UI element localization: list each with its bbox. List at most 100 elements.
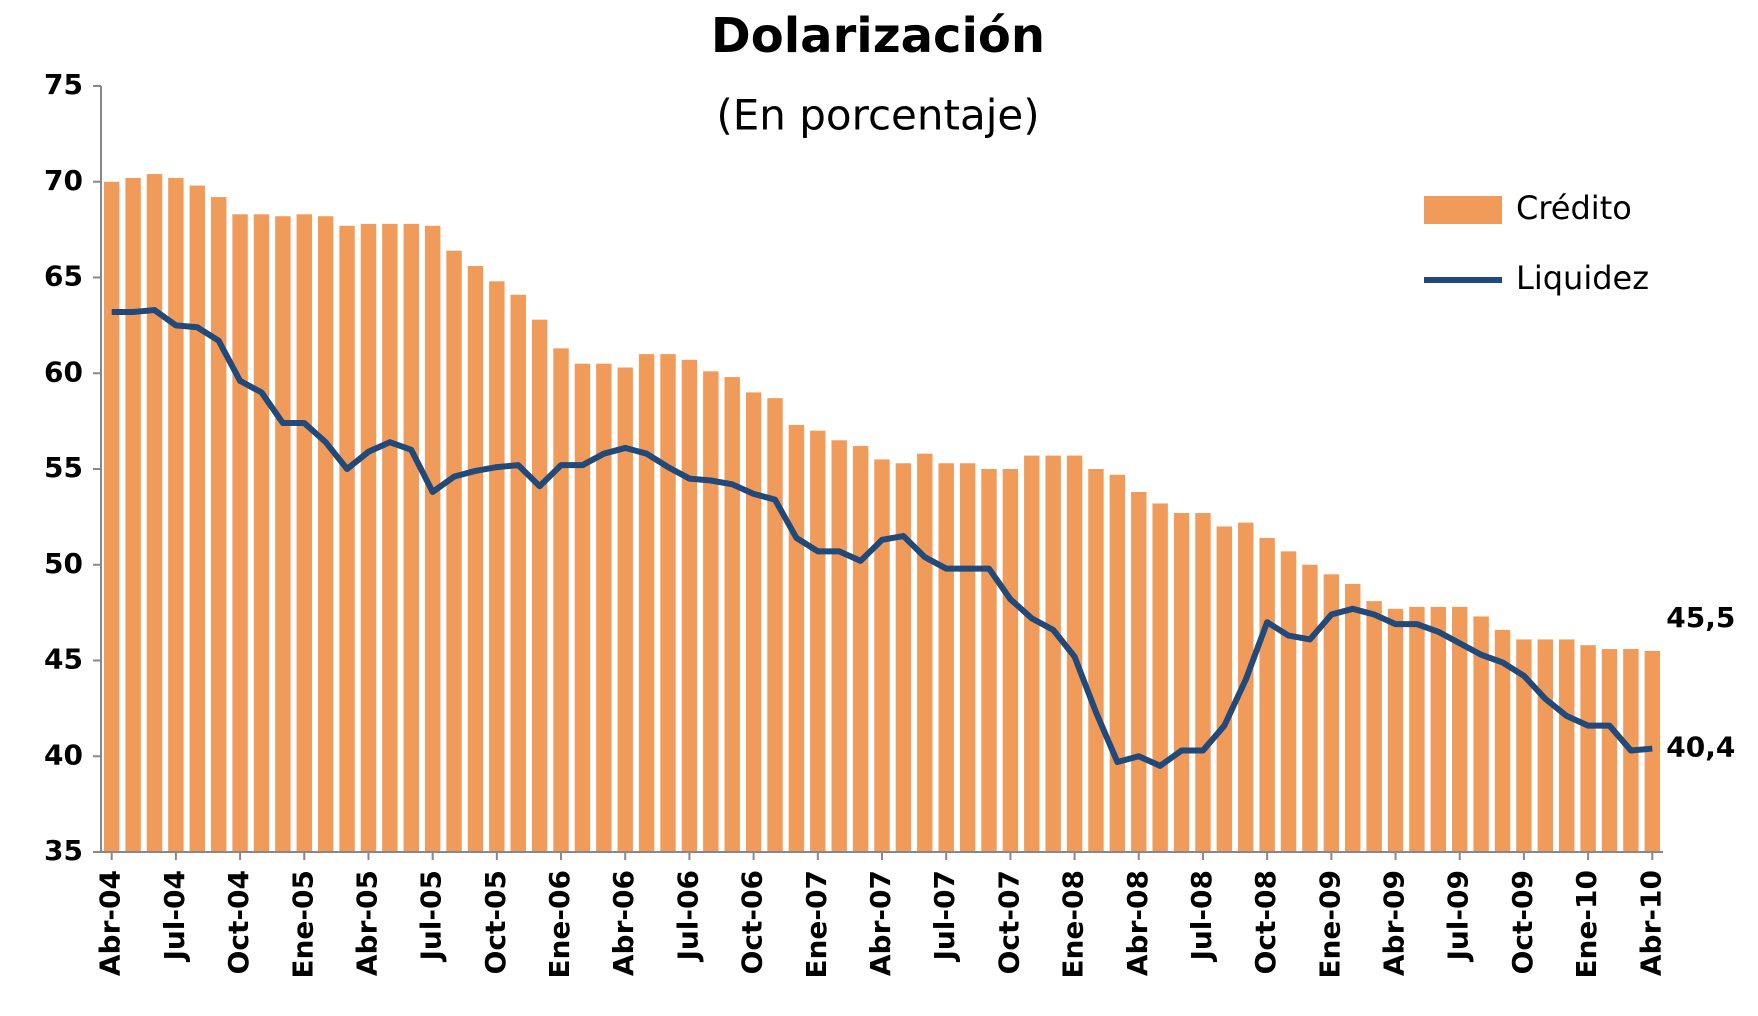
x-tick-label: Abr-08 bbox=[1121, 870, 1154, 976]
x-tick-label: Abr-06 bbox=[607, 870, 640, 976]
bar bbox=[703, 371, 719, 852]
bar bbox=[403, 223, 419, 852]
bar bbox=[1409, 606, 1425, 852]
data-label: 40,4 bbox=[1666, 731, 1735, 764]
bar bbox=[446, 250, 462, 852]
x-tick-label: Ene-09 bbox=[1313, 870, 1346, 979]
bar bbox=[1516, 639, 1532, 852]
bar bbox=[767, 398, 783, 852]
bar bbox=[232, 214, 248, 852]
bar bbox=[317, 216, 334, 853]
x-tick-label: Jul-05 bbox=[415, 870, 448, 963]
bar bbox=[1045, 455, 1061, 852]
bar bbox=[1537, 639, 1554, 852]
x-tick-label: Jul-06 bbox=[671, 870, 704, 963]
bar bbox=[1216, 526, 1233, 852]
bar bbox=[275, 216, 291, 853]
bar bbox=[1002, 469, 1019, 852]
bar bbox=[745, 392, 762, 852]
bar bbox=[168, 177, 184, 853]
bar bbox=[810, 430, 826, 852]
bar bbox=[210, 197, 227, 852]
bar bbox=[339, 225, 355, 853]
x-tick-label: Ene-10 bbox=[1570, 870, 1603, 979]
bar bbox=[1559, 639, 1575, 852]
bar bbox=[574, 363, 591, 852]
y-tick-label: 35 bbox=[44, 834, 83, 867]
x-tick-label: Oct-06 bbox=[736, 870, 769, 974]
bar bbox=[382, 223, 398, 852]
bar bbox=[1238, 522, 1254, 852]
bar bbox=[1473, 616, 1489, 852]
bar bbox=[1366, 601, 1382, 852]
bar bbox=[938, 463, 954, 852]
bar bbox=[596, 363, 612, 852]
y-tick-label: 70 bbox=[44, 164, 83, 197]
bar bbox=[467, 266, 484, 852]
bar bbox=[1302, 564, 1318, 852]
bar bbox=[1580, 645, 1596, 852]
bar bbox=[660, 354, 676, 852]
bar bbox=[1323, 574, 1340, 852]
x-tick-label: Oct-05 bbox=[479, 870, 512, 974]
x-tick-label: Oct-08 bbox=[1249, 870, 1282, 974]
legend-label: Crédito bbox=[1516, 189, 1632, 227]
bar bbox=[1173, 513, 1190, 852]
x-tick-label: Ene-08 bbox=[1057, 870, 1090, 979]
bar bbox=[959, 463, 976, 852]
bar bbox=[125, 177, 141, 853]
x-tick-label: Ene-06 bbox=[543, 870, 576, 979]
bar bbox=[1024, 455, 1040, 852]
bar bbox=[1152, 503, 1168, 852]
y-tick-label: 75 bbox=[44, 68, 83, 101]
bar bbox=[531, 319, 548, 852]
legend-swatch bbox=[1424, 196, 1502, 224]
y-tick-label: 55 bbox=[44, 451, 83, 484]
x-tick-label: Abr-05 bbox=[350, 870, 383, 976]
bar bbox=[1259, 537, 1275, 852]
bar bbox=[681, 359, 698, 852]
bar bbox=[1387, 608, 1404, 852]
bar bbox=[1452, 606, 1468, 852]
line bbox=[111, 307, 1653, 769]
bar bbox=[638, 354, 655, 852]
bar bbox=[874, 459, 890, 852]
bar bbox=[724, 377, 740, 852]
bar bbox=[253, 214, 270, 852]
bar bbox=[788, 424, 805, 852]
bar bbox=[981, 469, 997, 852]
bar bbox=[917, 453, 933, 852]
x-tick-label: Ene-07 bbox=[800, 870, 833, 979]
y-tick-label: 50 bbox=[44, 547, 83, 580]
bar bbox=[1131, 491, 1147, 852]
bar bbox=[1195, 513, 1211, 852]
bar bbox=[103, 181, 120, 852]
bar bbox=[1601, 649, 1618, 852]
y-tick-label: 60 bbox=[44, 355, 83, 388]
x-tick-label: Oct-04 bbox=[222, 870, 255, 974]
legend-label: Liquidez bbox=[1516, 259, 1649, 297]
bar bbox=[296, 214, 312, 852]
y-tick-label: 45 bbox=[44, 643, 83, 676]
bar bbox=[1088, 469, 1104, 852]
x-tick-label: Jul-09 bbox=[1442, 870, 1475, 963]
bar bbox=[831, 440, 847, 852]
x-tick-label: Abr-10 bbox=[1634, 870, 1667, 976]
bar bbox=[360, 223, 377, 852]
x-tick-label: Abr-04 bbox=[94, 870, 127, 976]
bar bbox=[1109, 474, 1126, 852]
chart-subtitle: (En porcentaje) bbox=[716, 91, 1039, 140]
x-tick-label: Jul-04 bbox=[158, 870, 191, 963]
x-tick-label: Jul-08 bbox=[1185, 870, 1218, 963]
x-tick-label: Oct-07 bbox=[992, 870, 1025, 974]
x-tick-label: Jul-07 bbox=[928, 870, 961, 963]
bar bbox=[489, 281, 505, 853]
data-label: 45,5 bbox=[1666, 601, 1735, 634]
x-tick-label: Oct-09 bbox=[1506, 870, 1539, 974]
bar bbox=[895, 463, 912, 852]
bar bbox=[189, 185, 205, 852]
x-tick-label: Abr-09 bbox=[1378, 870, 1411, 976]
bar bbox=[617, 367, 633, 852]
x-tick-label: Ene-05 bbox=[286, 870, 319, 979]
